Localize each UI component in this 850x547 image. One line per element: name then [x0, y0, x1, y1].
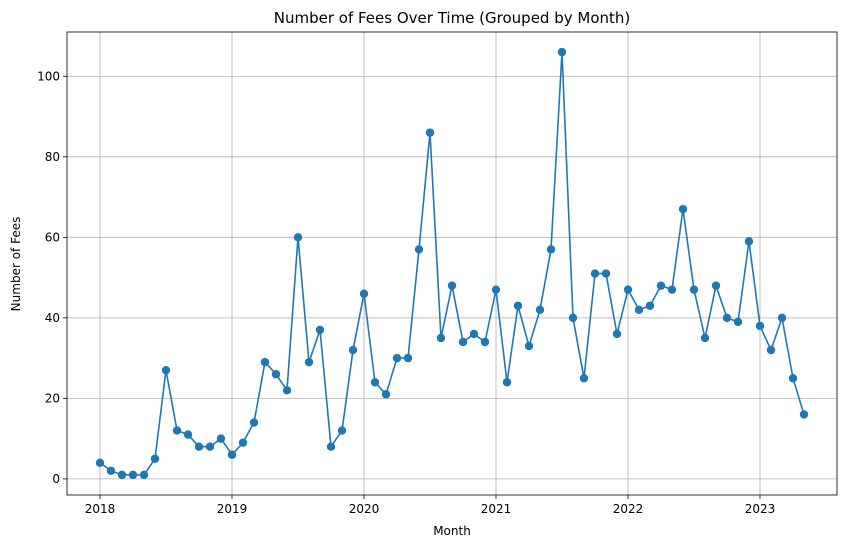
- x-tick-label: 2022: [613, 502, 644, 516]
- data-point: [95, 458, 105, 467]
- data-point: [447, 281, 457, 290]
- data-point: [150, 454, 160, 463]
- data-point: [326, 442, 336, 451]
- data-point: [590, 269, 600, 278]
- data-point: [513, 301, 523, 310]
- data-point: [139, 470, 149, 480]
- data-point: [194, 442, 204, 451]
- y-axis-label: Number of Fees: [9, 217, 23, 312]
- x-tick-label: 2020: [349, 502, 380, 516]
- data-point: [678, 204, 688, 214]
- data-point: [645, 301, 655, 310]
- data-point: [304, 357, 314, 367]
- data-point: [634, 305, 644, 314]
- data-point: [128, 470, 138, 480]
- data-point: [205, 442, 215, 451]
- data-point: [656, 281, 666, 290]
- data-point: [271, 370, 281, 379]
- data-point: [106, 466, 116, 476]
- data-point: [568, 313, 578, 323]
- data-point: [469, 329, 479, 339]
- data-point: [359, 289, 369, 298]
- data-point: [425, 128, 435, 137]
- data-point: [348, 345, 358, 355]
- y-tick-label: 20: [45, 391, 60, 405]
- y-tick-label: 40: [45, 311, 60, 325]
- data-point: [392, 353, 402, 363]
- x-tick-label: 2019: [217, 502, 248, 516]
- data-point: [535, 305, 545, 314]
- y-tick-label: 60: [45, 230, 60, 244]
- data-point: [238, 438, 248, 447]
- grid: [67, 32, 837, 495]
- x-tick-label: 2021: [481, 502, 512, 516]
- plot-frame: [66, 31, 838, 496]
- data-point: [524, 341, 534, 351]
- data-point: [282, 386, 292, 395]
- data-point: [315, 325, 325, 335]
- chart-title: Number of Fees Over Time (Grouped by Mon…: [274, 9, 631, 27]
- data-point: [502, 378, 512, 387]
- data-point: [414, 245, 424, 254]
- data-point: [458, 337, 468, 347]
- series-line: [99, 52, 805, 476]
- data-point: [799, 410, 809, 419]
- data-point: [546, 245, 556, 254]
- data-point: [601, 269, 611, 278]
- x-axis-ticks: 2018 2019 2020 2021 2022 2023: [85, 495, 776, 516]
- x-axis-label: Month: [433, 524, 471, 538]
- data-point: [216, 434, 226, 443]
- y-tick-label: 0: [52, 472, 60, 486]
- data-point: [689, 285, 699, 294]
- data-point: [667, 285, 677, 294]
- y-axis-ticks: 0 20 40 60 80 100: [37, 69, 67, 486]
- data-point: [227, 450, 237, 459]
- series: [95, 47, 809, 480]
- data-point: [293, 233, 303, 242]
- data-point: [623, 285, 633, 294]
- data-point: [436, 333, 446, 343]
- data-point: [249, 418, 259, 427]
- data-point: [403, 353, 413, 363]
- data-point: [183, 430, 193, 439]
- data-point: [722, 313, 732, 323]
- data-point: [117, 470, 127, 480]
- data-point: [777, 313, 787, 323]
- data-point: [700, 333, 710, 343]
- data-point: [480, 337, 490, 347]
- data-point: [788, 374, 798, 383]
- data-point: [161, 365, 171, 375]
- data-point: [733, 317, 743, 327]
- y-tick-label: 80: [45, 150, 60, 164]
- data-point: [260, 357, 270, 367]
- data-point: [766, 345, 776, 355]
- data-point: [337, 426, 347, 435]
- data-point: [557, 47, 567, 57]
- data-point: [172, 426, 182, 435]
- data-point: [744, 237, 754, 246]
- data-point: [491, 285, 501, 294]
- data-point: [381, 390, 391, 399]
- y-tick-label: 100: [37, 69, 60, 83]
- x-tick-label: 2023: [745, 502, 776, 516]
- data-point: [755, 321, 765, 331]
- data-point: [370, 378, 380, 387]
- data-point: [612, 329, 622, 339]
- data-point: [711, 281, 721, 290]
- x-tick-label: 2018: [85, 502, 116, 516]
- data-point: [579, 374, 589, 383]
